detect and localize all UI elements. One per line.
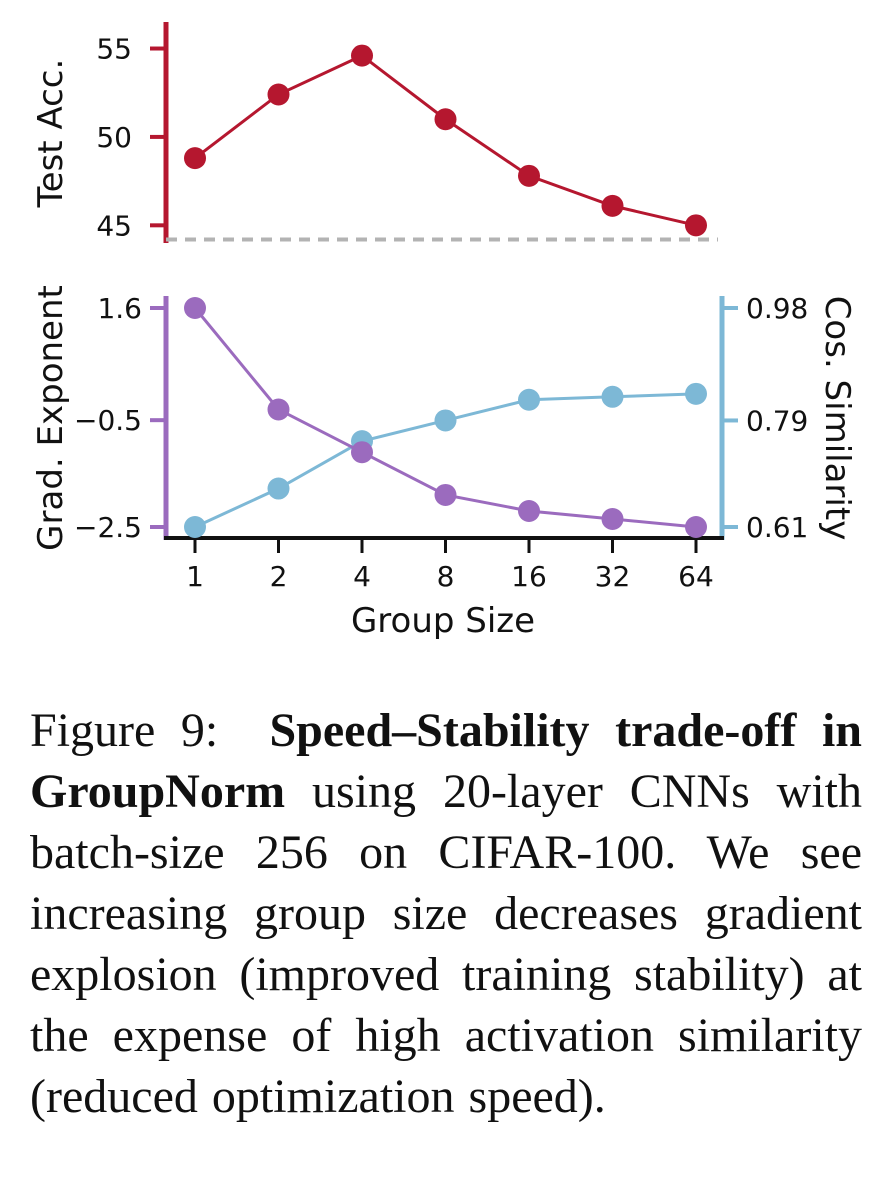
figure-caption: Figure 9: Speed–Stability trade-off in G… [30,700,862,1127]
grad-exponent-point [267,398,290,421]
figure: 45 50 55 Test Acc. 1.6 −0.5 −2.5 0.98 0.79 0.61 1 2… [31,22,857,641]
left-y-tick-label: −0.5 [74,404,142,437]
x-tick-label: 2 [270,560,288,593]
test-acc-point [601,194,624,217]
x-tick-label: 64 [678,560,714,593]
right-y-axis-label: Cos. Similarity [817,296,857,541]
test-acc-point [434,108,457,131]
top-y-axis-label: Test Acc. [31,59,71,209]
left-y-tick-label: 1.6 [97,292,142,325]
top-y-tick-label: 45 [96,209,132,242]
cos-similarity-point [685,382,707,405]
left-y-axis-label: Grad. Exponent [31,285,71,551]
grad-exponent-point [601,507,624,530]
cos-similarity-point [518,388,540,411]
x-tick-label: 16 [511,560,547,593]
grad-exponent-point [434,483,457,506]
x-tick-label: 8 [437,560,455,593]
x-tick-label: 1 [186,560,204,593]
cos-similarity-point [434,409,457,432]
top-y-tick-label: 55 [96,33,132,66]
grad-exponent-point [518,499,540,522]
figure-chart: 45 50 55 Test Acc. 1.6 −0.5 −2.5 0.98 0.79 0.61 1 2… [31,22,857,641]
test-acc-point [518,164,540,187]
test-acc-point [267,83,290,106]
x-axis-label: Group Size [351,601,535,641]
top-y-tick-label: 50 [96,121,132,154]
right-y-tick-label: 0.61 [746,511,808,544]
cos-similarity-point [267,477,290,500]
caption-title: Speed–Stability trade-off in GroupNorm [30,704,863,818]
cos-similarity-point [601,385,624,408]
right-y-tick-label: 0.98 [746,292,808,325]
right-y-tick-label: 0.79 [746,404,808,437]
grad-exponent-point [184,297,206,319]
x-tick-label: 32 [595,560,631,593]
caption-body: using 20-layer CNNs with batch-size 256 … [30,765,863,1123]
test-acc-point [351,44,373,67]
caption-prefix: Figure 9: [30,704,219,757]
test-acc-point [685,214,707,237]
grad-exponent-point [685,516,707,538]
cos-similarity-point [184,516,206,538]
left-y-tick-label: −2.5 [74,511,142,544]
x-tick-label: 4 [353,560,371,593]
test-acc-point [184,147,206,170]
grad-exponent-point [351,441,373,464]
